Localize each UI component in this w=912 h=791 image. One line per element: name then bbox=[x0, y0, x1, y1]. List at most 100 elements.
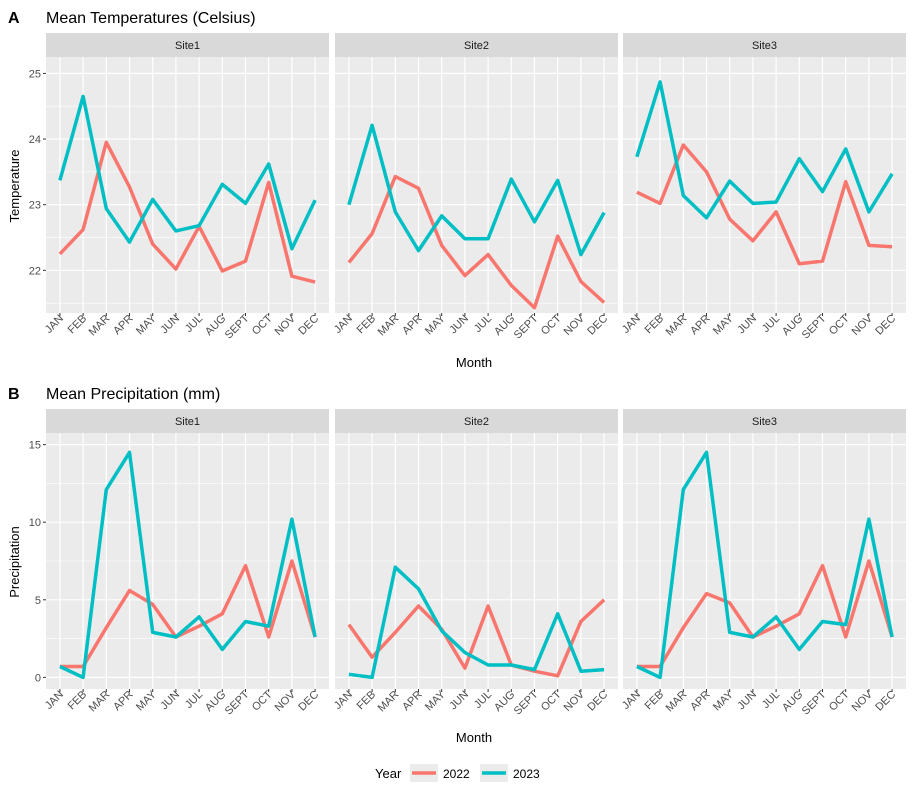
x-tick-label: MAY bbox=[423, 688, 448, 713]
plot-b-y-tick-label: 0 bbox=[35, 672, 41, 684]
x-tick-label: DEC bbox=[585, 313, 610, 338]
plot-b-ylabel: Precipitation bbox=[7, 526, 22, 598]
x-tick-label: SEPT bbox=[512, 688, 541, 717]
plot-a-tag: A bbox=[8, 10, 20, 27]
plot-a-y-tick-label: 22 bbox=[29, 265, 41, 277]
x-tick-label: NOV bbox=[562, 312, 588, 338]
facet-strip-label: Site3 bbox=[752, 40, 777, 52]
panel-background bbox=[46, 57, 329, 313]
legend-label-2022: 2022 bbox=[443, 767, 470, 781]
x-tick-label: JAN bbox=[332, 689, 355, 712]
x-tick-label: MAR bbox=[87, 313, 113, 339]
x-tick-label: FEB bbox=[66, 689, 90, 713]
series-line-2023 bbox=[635, 80, 894, 220]
plot-a-title: Mean Temperatures (Celsius) bbox=[46, 10, 256, 27]
x-tick-label: JAN bbox=[620, 313, 643, 336]
x-tick-label: NOV bbox=[273, 688, 299, 714]
x-tick-label: MAR bbox=[664, 689, 690, 715]
facet-strip bbox=[623, 409, 906, 433]
x-tick-label: OCT bbox=[250, 312, 275, 337]
x-tick-label: DEC bbox=[296, 689, 321, 714]
x-tick-label: NOV bbox=[850, 688, 876, 714]
x-tick-label: JUN bbox=[735, 313, 759, 337]
x-tick-label: MAY bbox=[711, 312, 736, 337]
x-tick-label: APR bbox=[400, 689, 425, 714]
plot-a-y-tick-label: 24 bbox=[29, 134, 41, 146]
facet-strip bbox=[46, 409, 329, 433]
x-tick-label: MAR bbox=[376, 313, 402, 339]
plot-b-xlabel: Month bbox=[456, 730, 492, 745]
series-line-2023 bbox=[636, 450, 894, 680]
x-tick-label: JUN bbox=[735, 689, 759, 713]
series-line-2023 bbox=[347, 123, 606, 257]
x-tick-label: MAR bbox=[87, 689, 113, 715]
x-tick-label: FEB bbox=[355, 689, 379, 713]
x-tick-label: FEB bbox=[355, 313, 379, 337]
series-line-2022 bbox=[347, 598, 606, 678]
x-tick-label: APR bbox=[688, 689, 713, 714]
series-line-2023 bbox=[59, 450, 317, 680]
x-tick-label: JUL bbox=[183, 313, 205, 335]
facet-strip bbox=[46, 33, 329, 57]
x-tick-label: MAY bbox=[134, 688, 159, 713]
legend-title: Year bbox=[375, 766, 402, 781]
x-tick-label: OCT bbox=[539, 688, 564, 713]
x-tick-label: APR bbox=[111, 313, 136, 338]
facet-strip-label: Site1 bbox=[175, 40, 200, 52]
plot-a-ylabel: Temperature bbox=[7, 150, 22, 223]
x-tick-label: APR bbox=[400, 313, 425, 338]
x-tick-label: NOV bbox=[850, 312, 876, 338]
series-line-2022 bbox=[58, 140, 316, 284]
plot-a-xlabel: Month bbox=[456, 355, 492, 370]
x-tick-label: MAR bbox=[376, 689, 402, 715]
x-tick-label: FEB bbox=[66, 313, 90, 337]
x-tick-label: JAN bbox=[43, 689, 66, 712]
x-tick-label: SEPT bbox=[223, 312, 252, 341]
x-tick-label: JAN bbox=[43, 313, 66, 336]
facet-strip bbox=[623, 33, 906, 57]
x-tick-label: APR bbox=[111, 689, 136, 714]
plot-b-y-tick-label: 5 bbox=[35, 595, 41, 607]
x-tick-label: MAY bbox=[423, 312, 448, 337]
x-tick-label: DEC bbox=[873, 689, 898, 714]
x-tick-label: JUL bbox=[472, 313, 494, 335]
series-line-2023 bbox=[58, 94, 317, 251]
x-tick-label: OCT bbox=[539, 312, 564, 337]
x-tick-label: JUN bbox=[447, 689, 471, 713]
x-tick-label: SEPT bbox=[800, 312, 829, 341]
x-tick-label: DEC bbox=[296, 313, 321, 338]
x-tick-label: JUL bbox=[760, 689, 782, 711]
panel-background bbox=[623, 57, 906, 313]
x-tick-label: MAY bbox=[711, 688, 736, 713]
x-tick-label: OCT bbox=[250, 688, 275, 713]
series-line-2022 bbox=[59, 559, 317, 669]
plot-a-y-tick-label: 25 bbox=[29, 68, 41, 80]
series-line-2022 bbox=[636, 143, 893, 266]
plot-b-tag: B bbox=[8, 386, 20, 403]
x-tick-label: NOV bbox=[273, 312, 299, 338]
facet-strip-label: Site2 bbox=[464, 40, 489, 52]
facet-strip-label: Site3 bbox=[752, 416, 777, 428]
series-line-2022 bbox=[636, 559, 894, 669]
x-tick-label: JUL bbox=[183, 689, 205, 711]
x-tick-label: JAN bbox=[620, 689, 643, 712]
x-tick-label: JUL bbox=[472, 689, 494, 711]
facet-strip bbox=[335, 409, 618, 433]
x-tick-label: JUL bbox=[760, 313, 782, 335]
x-tick-label: FEB bbox=[643, 689, 667, 713]
x-tick-label: JAN bbox=[332, 313, 355, 336]
x-tick-label: JUN bbox=[447, 313, 471, 337]
x-tick-label: SEPT bbox=[800, 688, 829, 717]
x-tick-label: FEB bbox=[643, 313, 667, 337]
facet-strip-label: Site2 bbox=[464, 416, 489, 428]
x-tick-label: DEC bbox=[873, 313, 898, 338]
x-tick-label: SEPT bbox=[223, 688, 252, 717]
series-line-2022 bbox=[347, 174, 606, 310]
